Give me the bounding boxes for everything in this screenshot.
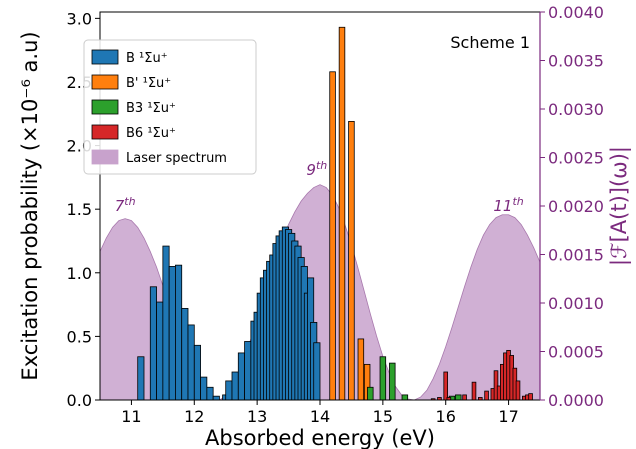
bar-series-0 [313,342,321,400]
x-tick-label: 17 [498,407,518,426]
bar-series-3 [462,394,467,400]
y-tick-label: 0.0 [67,391,92,410]
bar-series-1 [329,71,336,400]
harmonic-label: 11th [493,195,523,215]
legend-swatch [91,124,119,140]
y2-tick-label: 0.0015 [548,246,604,265]
bar-series-0 [162,245,170,400]
bar-series-3 [471,381,477,400]
bar-series-1 [338,26,346,400]
x-axis-title: Absorbed energy (eV) [205,426,435,449]
scheme-annotation: Scheme 1 [450,33,530,52]
legend-label: B6 ¹Σu⁺ [126,126,176,141]
bar-series-0 [137,356,145,400]
legend-swatch [91,99,119,115]
bar-series-0 [237,352,245,400]
x-tick-label: 12 [184,407,204,426]
bar-series-0 [231,371,239,400]
bar-series-2 [379,356,387,400]
bar-series-0 [187,324,195,400]
y2-axis-title: |ℱ[A(t)](ω)| [607,146,632,266]
bar-series-2 [401,394,409,400]
y2-tick-label: 0.0000 [548,391,604,410]
bar-series-2 [389,362,396,400]
bar-series-0 [193,344,201,400]
bar-series-0 [200,376,208,400]
bar-series-0 [212,395,220,400]
x-tick-label: 14 [310,407,330,426]
bar-series-3 [528,393,533,400]
legend-label: Laser spectrum [126,151,227,166]
bar-series-1 [348,121,355,400]
legend-swatch [91,49,119,65]
bar-series-0 [168,266,176,400]
bar-series-0 [181,308,189,400]
y2-tick-label: 0.0020 [548,197,604,216]
bar-series-2 [367,386,374,400]
x-tick-label: 16 [436,407,456,426]
harmonic-label: 9th [306,159,327,179]
legend-box [83,39,257,175]
y-tick-label: 3.0 [67,9,92,28]
y-axis-right: 0.0000 0.0005 0.0010 0.0015 0.0020 0.0025 0.00… [539,3,632,410]
y-tick-label: 1.5 [67,200,92,219]
bar-series-0 [149,286,157,400]
y-axis-title: Excitation probability (×10⁻⁶ a.u) [18,31,42,380]
bar-series-0 [156,301,164,400]
bar-series-0 [175,264,183,400]
x-tick-label: 11 [121,407,141,426]
bar-series-3 [484,390,489,400]
y2-tick-label: 0.0040 [548,3,604,22]
bar-series-3 [430,398,436,400]
y-tick-label: 0.5 [67,327,92,346]
legend-label: B ¹Σu⁺ [126,51,168,66]
harmonic-label: 7th [115,195,136,215]
y2-tick-label: 0.0025 [548,149,604,168]
y2-tick-label: 0.0005 [548,343,604,362]
bar-series-1 [357,338,365,400]
legend-swatch [91,74,119,90]
legend-swatch [91,149,119,165]
y2-tick-label: 0.0010 [548,294,604,313]
bar-series-3 [515,380,521,400]
legend: B ¹Σu⁺ B' ¹Σu⁺ B3 ¹Σu⁺ B6 ¹Σu⁺ Laser spectru… [83,39,257,175]
y2-tick-label: 0.0035 [548,52,604,71]
bar-series-3 [443,371,448,400]
y2-tick-label: 0.0030 [548,100,604,119]
legend-label: B3 ¹Σu⁺ [126,101,176,116]
bar-series-2 [455,394,462,400]
bar-series-0 [244,341,252,400]
y-tick-label: 1.0 [67,264,92,283]
bar-series-1 [363,363,371,400]
x-axis: 11 12 13 14 15 16 17 Absorbed energy (eV) [121,400,519,449]
bar-series-0 [206,386,214,400]
legend-label: B' ¹Σu⁺ [126,76,171,91]
bar-series-0 [225,380,233,400]
x-tick-label: 13 [247,407,267,426]
x-tick-label: 15 [373,407,393,426]
